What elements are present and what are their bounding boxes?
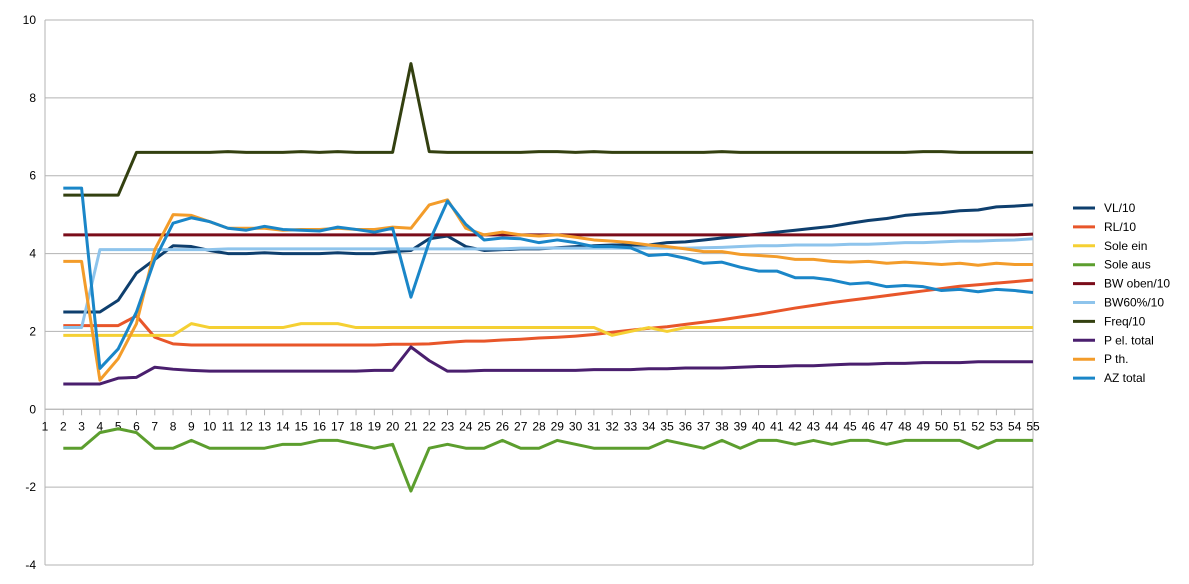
x-tick-label: 38 <box>715 419 729 433</box>
y-tick-label: 6 <box>29 169 36 183</box>
x-tick-label: 39 <box>734 419 748 433</box>
x-tick-label: 41 <box>770 419 784 433</box>
x-tick-label: 51 <box>953 419 967 433</box>
y-tick-label: 10 <box>23 13 37 27</box>
x-tick-label: 54 <box>1008 419 1022 433</box>
gridlines <box>44 19 1034 566</box>
x-tick-label: 32 <box>606 419 620 433</box>
series-line-bw60-10 <box>63 237 1034 330</box>
y-tick-label: -4 <box>25 558 36 572</box>
legend-item: Sole aus <box>1073 258 1151 272</box>
x-tick-label: 15 <box>294 419 308 433</box>
y-tick-label: 0 <box>29 402 36 416</box>
x-tick-label: 53 <box>990 419 1004 433</box>
series-line-rl-10 <box>63 278 1034 347</box>
x-tick-label: 46 <box>862 419 876 433</box>
x-tick-label: 19 <box>368 419 382 433</box>
legend-label: BW60%/10 <box>1104 296 1164 310</box>
x-tick-label: 2 <box>60 419 67 433</box>
y-axis-tick-labels: -4 -2 0 2 4 6 8 10 <box>23 13 37 572</box>
x-tick-label: 21 <box>404 419 418 433</box>
x-tick-label: 16 <box>313 419 327 433</box>
x-tick-label: 37 <box>697 419 711 433</box>
x-tick-label: 9 <box>188 419 195 433</box>
legend-item: RL/10 <box>1073 220 1136 234</box>
x-tick-label: 13 <box>258 419 272 433</box>
x-tick-label: 24 <box>459 419 473 433</box>
x-tick-label: 18 <box>349 419 363 433</box>
x-tick-label: 42 <box>788 419 802 433</box>
legend-item: P el. total <box>1073 333 1154 347</box>
x-tick-label: 20 <box>386 419 400 433</box>
legend: VL/10 RL/10 Sole ein Sole aus BW oben/10 BW60… <box>1073 201 1170 385</box>
legend-label: AZ total <box>1104 371 1145 385</box>
x-tick-label: 49 <box>917 419 931 433</box>
x-tick-label: 4 <box>97 419 104 433</box>
x-tick-label: 3 <box>78 419 85 433</box>
x-tick-label: 36 <box>679 419 693 433</box>
legend-item: P th. <box>1073 352 1128 366</box>
x-tick-label: 12 <box>240 419 254 433</box>
x-tick-label: 55 <box>1026 419 1040 433</box>
legend-item: BW oben/10 <box>1073 277 1170 291</box>
legend-label: Freq/10 <box>1104 314 1146 328</box>
x-tick-label: 48 <box>898 419 912 433</box>
x-tick-label: 31 <box>587 419 601 433</box>
x-tick-label: 23 <box>441 419 455 433</box>
x-axis-tick-labels: 1 2 3 4 5 6 7 8 9 10 11 12 13 14 15 16 17 18 19 20 21 22 23 24 2… <box>42 408 1040 433</box>
series-line-sole-ein <box>63 322 1033 337</box>
x-tick-label: 22 <box>423 419 437 433</box>
x-tick-label: 29 <box>551 419 565 433</box>
x-tick-label: 34 <box>642 419 656 433</box>
x-tick-label: 11 <box>222 419 235 433</box>
y-tick-label: 8 <box>29 91 36 105</box>
series-line-sole-aus <box>63 427 1033 493</box>
legend-label: P th. <box>1104 352 1128 366</box>
x-tick-label: 33 <box>624 419 638 433</box>
y-tick-label: -2 <box>25 480 36 494</box>
x-tick-label: 26 <box>496 419 510 433</box>
legend-item: BW60%/10 <box>1073 296 1164 310</box>
x-tick-label: 28 <box>532 419 546 433</box>
x-tick-label: 35 <box>660 419 674 433</box>
legend-label: P el. total <box>1104 333 1154 347</box>
legend-item: AZ total <box>1073 371 1145 385</box>
x-tick-label: 14 <box>276 419 290 433</box>
legend-item: Freq/10 <box>1073 314 1146 328</box>
legend-item: Sole ein <box>1073 239 1147 253</box>
x-tick-label: 45 <box>843 419 857 433</box>
x-tick-label: 5 <box>115 419 122 433</box>
legend-label: Sole aus <box>1104 258 1151 272</box>
series-line-freq-10 <box>63 62 1033 197</box>
x-tick-label: 25 <box>477 419 491 433</box>
y-tick-label: 2 <box>29 324 36 338</box>
x-tick-label: 40 <box>752 419 766 433</box>
x-tick-label: 47 <box>880 419 894 433</box>
x-tick-label: 44 <box>825 419 839 433</box>
series-line-az-total <box>63 186 1034 370</box>
x-tick-label: 8 <box>170 419 177 433</box>
x-tick-label: 52 <box>971 419 985 433</box>
x-tick-label: 6 <box>133 419 140 433</box>
x-tick-label: 7 <box>151 419 158 433</box>
y-tick-label: 4 <box>29 247 36 261</box>
series-line-p-el-total <box>63 345 1033 386</box>
legend-label: VL/10 <box>1104 201 1136 215</box>
legend-label: Sole ein <box>1104 239 1147 253</box>
x-tick-label: 17 <box>331 419 345 433</box>
x-tick-label: 10 <box>203 419 217 433</box>
x-tick-label: 27 <box>514 419 528 433</box>
legend-label: RL/10 <box>1104 220 1136 234</box>
legend-label: BW oben/10 <box>1104 277 1170 291</box>
series-line-p-th- <box>63 198 1033 382</box>
x-tick-label: 30 <box>569 419 583 433</box>
x-tick-label: 43 <box>807 419 821 433</box>
x-tick-label: 1 <box>42 419 49 433</box>
legend-item: VL/10 <box>1073 201 1136 215</box>
series-lines <box>63 62 1034 493</box>
x-tick-label: 50 <box>935 419 949 433</box>
